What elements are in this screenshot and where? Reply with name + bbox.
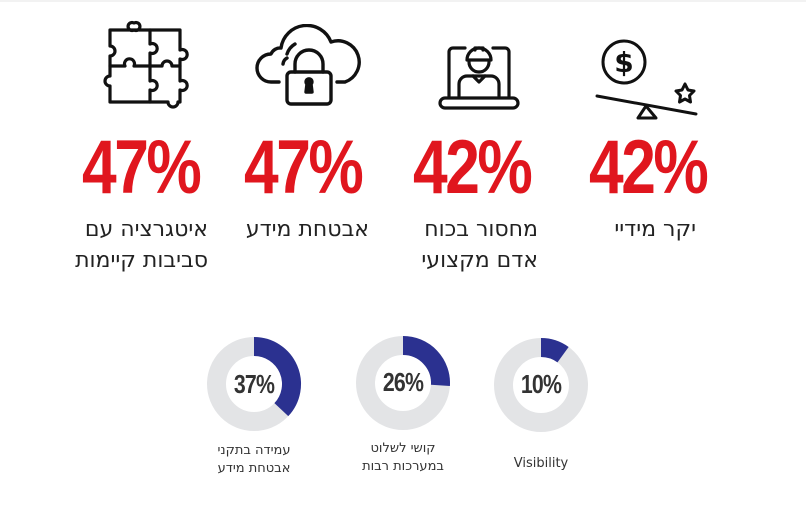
donut-value: 26% [382, 367, 424, 397]
top-border [0, 0, 806, 2]
stat-label-line: סביבות קיימות [75, 248, 208, 273]
donut-arc [402, 336, 450, 386]
donut-label: Visibility [466, 455, 616, 473]
stat-label-line: איטגרציה עם [84, 217, 208, 242]
stat-value: 42% [413, 125, 533, 210]
donut-label-line: עמידה בתקני [217, 443, 291, 458]
donut-label-line: קושי לשלוט [370, 441, 436, 456]
donut-label-line: Visibility [513, 456, 569, 471]
stat-value: 47% [82, 125, 202, 210]
dollar-seesaw-icon: $ [594, 38, 700, 120]
donut-arc [540, 338, 569, 363]
stat-value: 47% [244, 125, 364, 210]
svg-text:$: $ [614, 46, 633, 79]
cloud-lock-icon [253, 24, 363, 108]
stat-label-line: אבטחת מידע [245, 217, 369, 242]
stat-label-line: מחסור בכוח [424, 217, 538, 242]
stat-value: 42% [589, 125, 709, 210]
donut-label: קושי לשלוט במערכות רבות [328, 440, 478, 476]
stat-label-line: אדם מקצועי [421, 248, 538, 273]
donut-label-line: במערכות רבות [362, 459, 444, 474]
stat-label: אבטחת מידע [246, 214, 369, 245]
laptop-worker-icon [437, 40, 521, 114]
donut-arc [253, 337, 301, 417]
donut-value: 37% [233, 369, 275, 399]
stat-label: יקר מידיי [614, 214, 696, 245]
donut-chart [206, 336, 302, 436]
donut-label: עמידה בתקני אבטחת מידע [179, 442, 329, 478]
stat-label: מחסור בכוח אדם מקצועי [421, 214, 538, 276]
donut-value: 10% [520, 369, 562, 399]
donut-label-line: אבטחת מידע [217, 461, 291, 476]
donut-chart [493, 337, 589, 437]
stat-label-line: יקר מידיי [614, 217, 696, 242]
donut-chart [355, 335, 451, 435]
puzzle-icon [98, 18, 194, 114]
stat-label: איטגרציה עם סביבות קיימות [75, 214, 208, 276]
